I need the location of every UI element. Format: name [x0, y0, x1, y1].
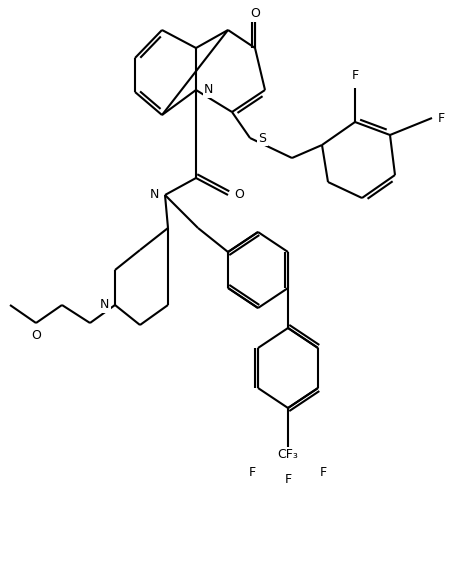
Text: O: O: [250, 7, 260, 20]
Text: F: F: [438, 112, 445, 124]
Text: O: O: [31, 329, 41, 342]
Text: F: F: [320, 465, 327, 479]
Text: S: S: [258, 132, 266, 144]
Text: F: F: [285, 473, 292, 486]
Text: CF₃: CF₃: [278, 448, 298, 461]
Text: N: N: [100, 298, 109, 312]
Text: F: F: [249, 465, 256, 479]
Text: F: F: [352, 69, 359, 82]
Text: N: N: [204, 83, 213, 97]
Text: O: O: [234, 188, 244, 202]
Text: N: N: [150, 188, 159, 202]
